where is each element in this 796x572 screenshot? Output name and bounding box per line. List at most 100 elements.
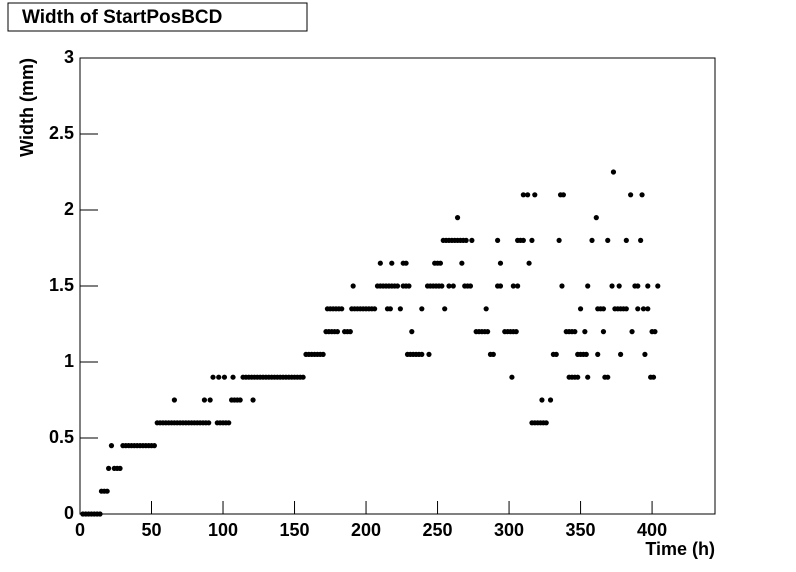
data-point [387, 306, 393, 312]
data-point [226, 420, 232, 426]
y-tick-label: 0.5 [49, 427, 74, 447]
x-tick-label: 150 [280, 520, 310, 540]
data-point [216, 374, 222, 380]
data-point [437, 260, 444, 266]
y-tick-label: 3 [64, 47, 74, 67]
data-point [237, 397, 243, 403]
data-point [559, 283, 565, 289]
data-point [372, 306, 378, 312]
data-point [610, 169, 617, 175]
data-point [419, 306, 425, 312]
data-point [560, 192, 567, 198]
data-point [389, 260, 395, 266]
data-point [616, 283, 622, 289]
data-point [553, 351, 559, 357]
data-point [406, 283, 412, 289]
data-point [595, 351, 601, 357]
data-point [525, 192, 531, 198]
data-point [628, 192, 634, 198]
x-tick-label: 0 [75, 520, 85, 540]
data-point [419, 351, 425, 357]
data-point [483, 306, 489, 312]
data-point [490, 351, 496, 357]
data-point [439, 283, 445, 289]
chart-title: Width of StartPosBCD [22, 7, 222, 28]
data-point [572, 329, 578, 335]
data-point [585, 374, 591, 380]
y-tick-label: 1 [64, 351, 74, 371]
data-point [600, 306, 607, 312]
data-point [300, 374, 306, 380]
data-point [495, 237, 501, 243]
data-point [151, 443, 157, 449]
data-point [635, 306, 641, 312]
data-point [593, 215, 599, 221]
y-tick-label: 2 [64, 199, 74, 219]
data-point [645, 306, 651, 312]
data-point [645, 283, 651, 289]
data-point [618, 351, 624, 357]
x-tick-label: 300 [494, 520, 524, 540]
data-point [605, 237, 611, 243]
data-point [623, 306, 629, 312]
data-point [639, 192, 645, 198]
data-point [403, 260, 409, 266]
data-point [106, 465, 112, 471]
x-tick-label: 350 [566, 520, 596, 540]
data-point [609, 283, 615, 289]
data-point [463, 237, 469, 243]
data-point [575, 374, 581, 380]
data-point [397, 306, 403, 312]
data-point [635, 283, 641, 289]
data-point [652, 329, 658, 335]
data-point [446, 283, 452, 289]
data-point [250, 397, 256, 403]
data-point [210, 374, 216, 380]
data-point [605, 374, 611, 380]
data-point [513, 329, 519, 335]
data-point [583, 351, 589, 357]
data-point [426, 351, 432, 357]
data-point [642, 351, 648, 357]
y-tick-label: 0 [64, 503, 74, 523]
x-tick-label: 250 [423, 520, 453, 540]
data-point [350, 283, 356, 289]
data-point [377, 260, 383, 266]
data-point [543, 420, 549, 426]
data-point [320, 351, 326, 357]
data-point [600, 329, 607, 335]
data-point [509, 374, 515, 380]
data-point [589, 237, 595, 243]
data-point [201, 397, 208, 403]
x-tick-label: 400 [637, 520, 667, 540]
data-point [97, 511, 103, 517]
data-point [638, 237, 644, 243]
data-point [497, 283, 504, 289]
data-point [650, 374, 657, 380]
data-point [515, 283, 521, 289]
data-point [520, 237, 526, 243]
data-point [171, 397, 177, 403]
data-point [485, 329, 491, 335]
data-point [347, 329, 353, 335]
data-point [629, 329, 635, 335]
data-point [547, 397, 554, 403]
x-tick-label: 200 [351, 520, 381, 540]
data-point [117, 465, 123, 471]
x-tick-label: 100 [208, 520, 238, 540]
data-point [582, 329, 588, 335]
data-point [450, 283, 456, 289]
data-point [577, 306, 584, 312]
data-point [532, 192, 538, 198]
y-tick-label: 1.5 [49, 275, 74, 295]
data-point [585, 283, 591, 289]
data-point [207, 397, 213, 403]
x-axis-label: Time (h) [645, 539, 715, 559]
data-point [469, 237, 475, 243]
x-tick-label: 50 [141, 520, 161, 540]
data-point [394, 283, 401, 289]
y-tick-label: 2.5 [49, 123, 74, 143]
data-point [556, 237, 562, 243]
data-point [409, 329, 415, 335]
